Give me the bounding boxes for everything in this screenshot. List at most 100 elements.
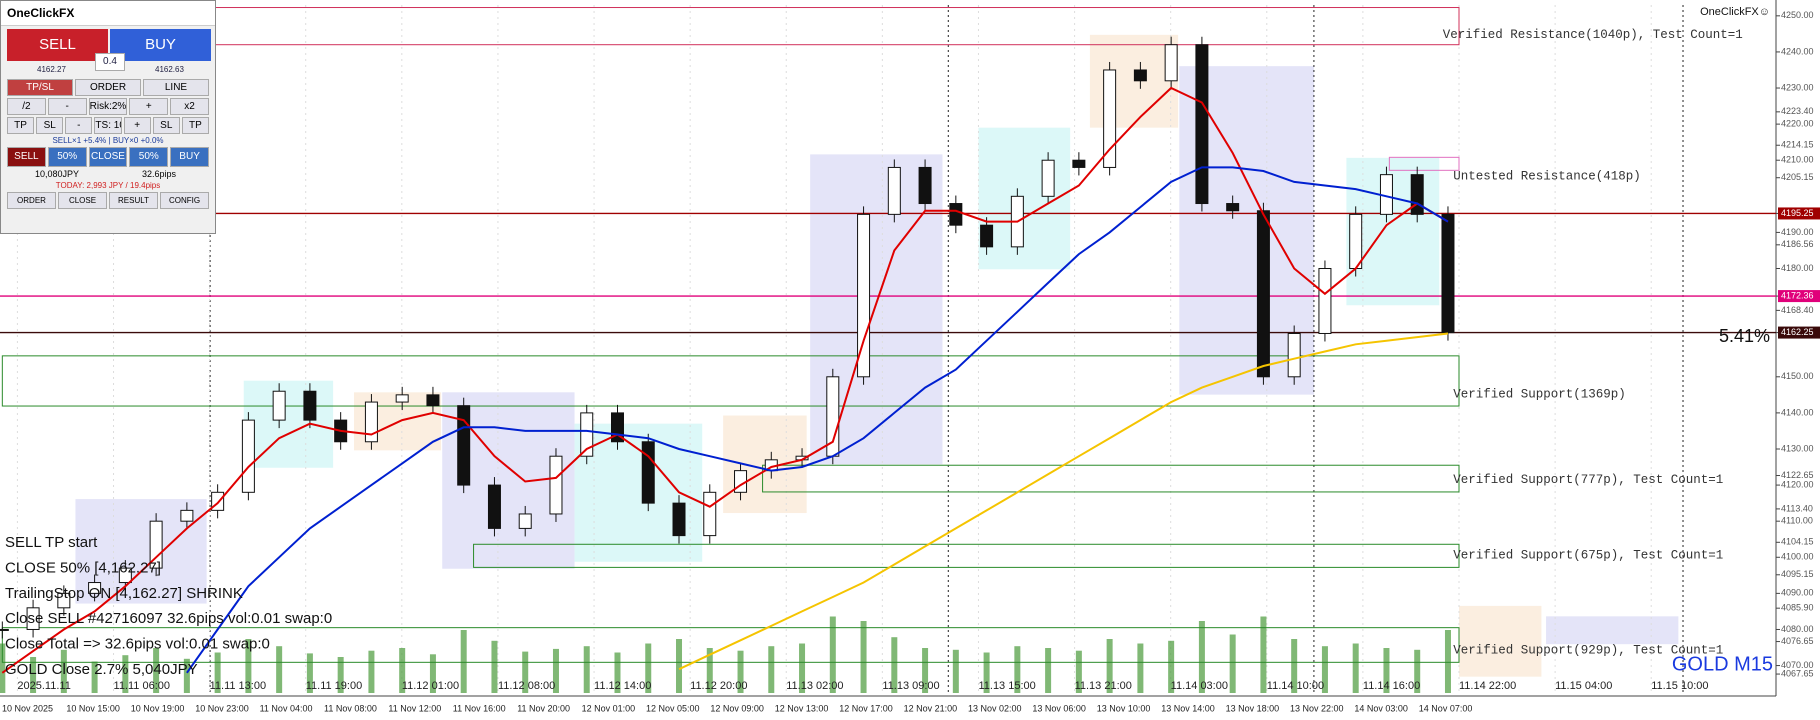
panel-button[interactable]: RESULT	[109, 192, 158, 209]
candle	[1041, 159, 1055, 197]
volume-bar	[0, 643, 6, 693]
volume-bar	[891, 637, 898, 693]
candle	[1164, 44, 1178, 82]
sell-button[interactable]: SELL	[7, 29, 108, 61]
price-label-box	[1778, 290, 1820, 303]
price-label: 4120.00	[1781, 479, 1814, 489]
price-label: 4180.00	[1781, 263, 1814, 273]
panel-button[interactable]: TP	[181, 117, 209, 134]
lot-input[interactable]: 0.4	[95, 53, 125, 71]
time-label: 14 Nov 07:00	[1419, 703, 1473, 713]
panel-button[interactable]: x2	[170, 98, 209, 115]
zone-label: Verified Support(675p), Test Count=1	[1453, 549, 1723, 563]
zone	[1388, 156, 1460, 171]
bid-price: 4162.27	[37, 65, 66, 74]
profit-row: 10,080JPY 32.6pips	[7, 169, 209, 179]
panel-button[interactable]: ORDER	[75, 79, 141, 96]
panel-button[interactable]: -	[65, 117, 93, 134]
session-box	[1546, 616, 1679, 645]
candle	[1410, 174, 1424, 215]
time-label: 10 Nov 15:00	[66, 703, 120, 713]
panel-button[interactable]: SELL	[7, 147, 46, 167]
panel-button[interactable]: TP	[7, 117, 35, 134]
date-label: 11.14 03:00	[1171, 680, 1228, 692]
panel-button[interactable]: Risk:2%	[88, 98, 128, 115]
candle	[57, 592, 71, 609]
panel-button[interactable]: -	[47, 98, 87, 115]
panel-button[interactable]: CLOSE	[58, 192, 107, 209]
today: TODAY: 2,993 JPY / 19.4pips	[55, 181, 161, 190]
volume-bar	[122, 655, 129, 693]
volume-bar	[522, 651, 529, 693]
candle	[1256, 210, 1270, 378]
panel-button[interactable]: ORDER	[7, 192, 56, 209]
percent-label: 5.41%	[1719, 326, 1770, 346]
panel-button[interactable]: LINE	[143, 79, 209, 96]
volume-bar	[952, 649, 959, 693]
volume-bar	[676, 639, 683, 693]
candle	[303, 390, 317, 421]
message: Close Total => 32.6pips vol:0.01 swap:0	[5, 636, 270, 653]
moving-average	[678, 332, 1449, 671]
candle	[26, 607, 40, 630]
moving-average	[1, 86, 1449, 674]
message: SELL TP start	[5, 534, 98, 551]
panel-button[interactable]: +	[123, 117, 151, 134]
time-label: 13 Nov 18:00	[1226, 703, 1280, 713]
price-label: 4195.25	[1781, 208, 1814, 218]
time-label: 13 Nov 06:00	[1032, 703, 1086, 713]
date-label: 11.15 04:00	[1555, 680, 1612, 692]
volume-bar	[30, 657, 37, 693]
panel-button[interactable]: +	[129, 98, 169, 115]
panel-title: OneClickFX	[1, 1, 215, 26]
volume-bar	[1352, 643, 1359, 693]
volume-bar	[614, 652, 621, 693]
candle	[1195, 44, 1209, 205]
panel-button[interactable]: TS: 10	[94, 117, 122, 134]
panel-button[interactable]: 50%	[129, 147, 169, 167]
oneclickfx-panel: OneClickFX SELL BUY 0.4 4162.27 4162.63 …	[0, 0, 216, 234]
zone-label: Verified Support(777p), Test Count=1	[1453, 473, 1723, 487]
price-label: 4113.40	[1781, 503, 1813, 513]
volume-bar	[399, 648, 406, 693]
message: TrailingStop ON [4,162.27] SHRINK	[5, 585, 243, 602]
volume-bar	[214, 652, 221, 693]
date-label: 11.14 16:00	[1363, 680, 1420, 692]
message: CLOSE 50% [4,162.27]	[5, 559, 161, 576]
candle	[1318, 268, 1332, 334]
panel-button[interactable]: SL	[152, 117, 180, 134]
candle	[1287, 332, 1301, 378]
positions: SELL×1 +5.4% | BUY×0 +0.0%	[52, 136, 164, 145]
candle	[518, 513, 532, 529]
panel-button[interactable]: 50%	[47, 147, 87, 167]
candle	[549, 455, 563, 515]
volume-bar	[245, 639, 252, 693]
indicator-name: OneClickFX☺	[1700, 6, 1770, 18]
candle	[0, 628, 9, 631]
date-label: 11.14 22:00	[1459, 680, 1516, 692]
footer-row: ORDER CLOSE RESULT CONFIG	[7, 192, 209, 209]
panel-button[interactable]: CLOSE	[88, 147, 128, 167]
panel-button[interactable]: /2	[7, 98, 46, 115]
candle	[1103, 69, 1117, 168]
buy-button[interactable]: BUY	[110, 29, 211, 61]
moving-average	[186, 166, 1449, 674]
price-label: 4110.00	[1781, 516, 1813, 526]
price-label: 4223.40	[1781, 106, 1814, 116]
volume-bar	[1106, 639, 1113, 693]
panel-button[interactable]: SL	[36, 117, 64, 134]
panel-button[interactable]: TP/SL	[7, 79, 73, 96]
price-label: 4140.00	[1781, 407, 1814, 417]
date-label: 11.12 08:00	[498, 680, 555, 692]
time-label: 10 Nov 2025	[2, 703, 53, 713]
volume-bar	[153, 648, 160, 693]
panel-button[interactable]: BUY	[170, 147, 209, 167]
zone-label: Verified Support(1369p)	[1453, 387, 1626, 401]
time-label: 13 Nov 22:00	[1290, 703, 1344, 713]
time-label: 13 Nov 14:00	[1161, 703, 1215, 713]
panel-button[interactable]: CONFIG	[160, 192, 209, 209]
date-label: 11.14 10:00	[1267, 680, 1324, 692]
time-label: 12 Nov 21:00	[904, 703, 958, 713]
volume-bar	[460, 630, 467, 693]
price-label: 4220.00	[1781, 118, 1814, 128]
